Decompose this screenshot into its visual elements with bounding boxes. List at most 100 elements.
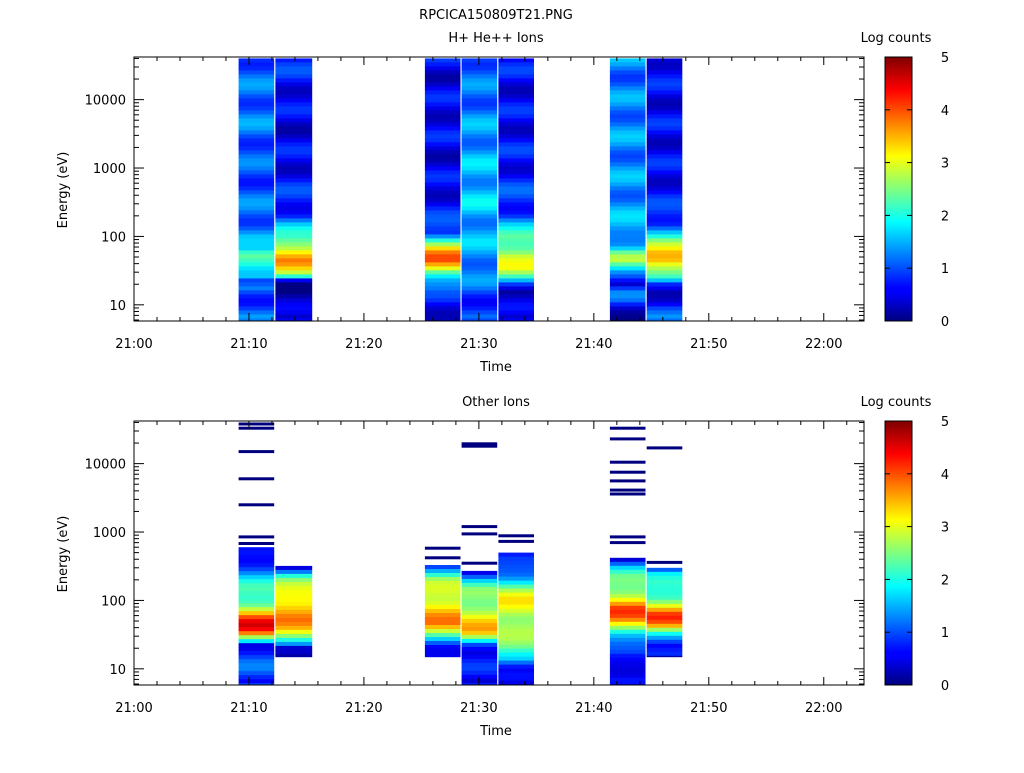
heatmap-cell <box>275 134 313 139</box>
heatmap-cell <box>646 90 683 95</box>
heatmap-cell <box>646 282 683 287</box>
heatmap-cell <box>609 78 646 83</box>
heatmap-cell <box>609 669 646 675</box>
heatmap-cell <box>275 150 313 155</box>
heatmap-cell <box>609 625 646 631</box>
heatmap-cell <box>498 226 534 231</box>
heatmap-cell <box>461 674 498 680</box>
heatmap-cell <box>238 623 275 628</box>
heatmap-cell <box>461 634 498 640</box>
heatmap-cell <box>238 282 275 287</box>
heatmap-cell <box>461 290 498 295</box>
heatmap-cell <box>646 571 683 577</box>
heatmap-cell <box>609 597 646 603</box>
heatmap-cell <box>461 238 498 243</box>
heatmap-cell <box>498 282 534 287</box>
heatmap-cell <box>238 587 275 592</box>
heatmap-cell <box>646 214 683 219</box>
heatmap-cell <box>646 230 683 235</box>
heatmap-cell <box>646 170 683 175</box>
heatmap-cell <box>275 74 313 79</box>
time-bin <box>238 58 275 322</box>
heatmap-cell <box>424 653 461 658</box>
x-tick-label: 21:50 <box>690 337 727 352</box>
heatmap-cell <box>275 126 313 131</box>
heatmap-cell <box>498 222 534 227</box>
heatmap-cell <box>461 182 498 187</box>
heatmap-cell <box>424 625 461 630</box>
heatmap-cell <box>498 608 534 613</box>
heatmap-cell <box>646 575 683 581</box>
heatmap-cell <box>498 66 534 71</box>
heatmap-cell <box>646 619 683 625</box>
heatmap-cell <box>424 226 461 231</box>
heatmap-cell <box>424 58 461 63</box>
heatmap-cell <box>609 621 646 627</box>
heatmap-cell <box>461 226 498 231</box>
heatmap-cell <box>646 226 683 231</box>
heatmap-cell <box>461 622 498 628</box>
heatmap-cell <box>646 242 683 247</box>
heatmap-cell <box>238 134 275 139</box>
heatmap-cell <box>275 222 313 227</box>
heatmap-cell <box>275 218 313 223</box>
heatmap-cell <box>609 318 646 322</box>
heatmap-cell <box>238 122 275 127</box>
heatmap-cell <box>498 94 534 99</box>
heatmap-cell <box>238 683 275 686</box>
heatmap-cell <box>275 318 313 322</box>
heatmap-cell <box>424 86 461 91</box>
heatmap-cell <box>238 126 275 131</box>
heatmap-cell <box>275 633 313 639</box>
heatmap-cell <box>646 122 683 127</box>
axes: 21:00 21:10 21:20 21:30 21:40 21:50 22:00 10 100… <box>85 56 865 352</box>
heatmap-cell <box>275 645 313 651</box>
heatmap-cell <box>424 190 461 195</box>
heatmap-cell <box>461 294 498 299</box>
heatmap-cell <box>424 310 461 315</box>
heatmap-cell <box>646 298 683 303</box>
heatmap-cell <box>275 573 313 579</box>
heatmap-cell <box>646 166 683 171</box>
heatmap-cell <box>461 98 498 103</box>
heatmap-cell <box>424 222 461 227</box>
heatmap-cell <box>424 154 461 159</box>
heatmap-cell <box>609 226 646 231</box>
heatmap-cell <box>461 258 498 263</box>
heatmap-cell <box>646 270 683 275</box>
heatmap-cell <box>461 218 498 223</box>
heatmap-cell <box>238 655 275 660</box>
heatmap-cell <box>424 318 461 322</box>
sparse-count-line <box>424 546 461 550</box>
heatmap-cell <box>238 170 275 175</box>
heatmap-cell <box>609 182 646 187</box>
heatmap-cell <box>498 278 534 283</box>
heatmap-cell <box>609 150 646 155</box>
heatmap-cell <box>498 628 534 633</box>
heatmap-cell <box>238 631 275 636</box>
heatmap-cell <box>275 226 313 231</box>
x-tick-label: 21:10 <box>230 337 267 352</box>
heatmap-cell <box>461 118 498 123</box>
heatmap-cell <box>238 563 275 568</box>
axes: 21:00 21:10 21:20 21:30 21:40 21:50 22:00 10 100… <box>85 420 865 716</box>
heatmap-cell <box>238 254 275 259</box>
heatmap-cell <box>424 645 461 650</box>
heatmap-cell <box>424 202 461 207</box>
heatmap-cell <box>498 676 534 681</box>
heatmap-cell <box>646 631 683 637</box>
colorbar-tick-label: 0 <box>941 315 949 330</box>
heatmap-cell <box>424 585 461 590</box>
heatmap-cell <box>238 62 275 67</box>
heatmap-cell <box>275 154 313 159</box>
heatmap-cell <box>646 178 683 183</box>
sparse-count-line <box>609 460 646 464</box>
heatmap-cell <box>275 314 313 319</box>
heatmap-cell <box>238 306 275 311</box>
heatmap-cell <box>498 624 534 629</box>
heatmap-cell <box>238 675 275 680</box>
heatmap-cell <box>238 210 275 215</box>
heatmap-cell <box>498 234 534 239</box>
heatmap-cell <box>646 567 683 573</box>
